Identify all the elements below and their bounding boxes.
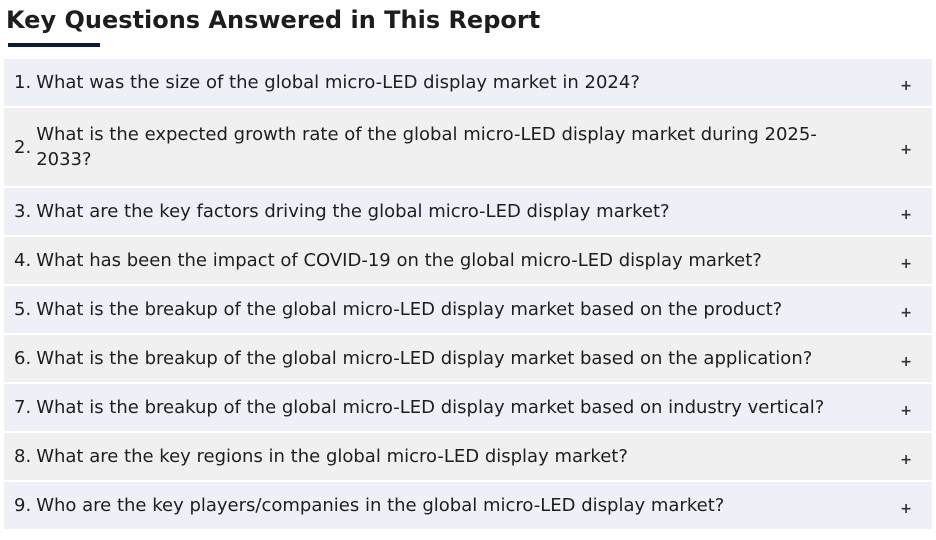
plus-icon[interactable]: + xyxy=(900,451,912,468)
faq-question: Who are the key players/companies in the… xyxy=(36,495,725,516)
faq-list: 1. What was the size of the global micro… xyxy=(4,59,932,531)
faq-question: What is the breakup of the global micro-… xyxy=(36,299,783,320)
faq-question: What is the breakup of the global micro-… xyxy=(36,348,813,369)
faq-number: 8. xyxy=(14,446,32,467)
faq-question: What has been the impact of COVID-19 on … xyxy=(36,250,762,271)
section-title: Key Questions Answered in This Report xyxy=(6,6,541,34)
plus-icon[interactable]: + xyxy=(900,353,912,370)
faq-question: What is the breakup of the global micro-… xyxy=(36,397,825,418)
faq-item-4[interactable]: 4. What has been the impact of COVID-19 … xyxy=(4,237,932,286)
faq-item-6[interactable]: 6. What is the breakup of the global mic… xyxy=(4,335,932,384)
faq-number: 5. xyxy=(14,299,32,320)
plus-icon[interactable]: + xyxy=(900,255,912,272)
faq-question: What was the size of the global micro-LE… xyxy=(36,72,640,93)
title-underline xyxy=(8,43,100,47)
plus-icon[interactable]: + xyxy=(900,402,912,419)
faq-number: 4. xyxy=(14,250,32,271)
plus-icon[interactable]: + xyxy=(900,142,912,158)
faq-item-9[interactable]: 9. Who are the key players/companies in … xyxy=(4,482,932,531)
faq-number: 2. xyxy=(14,136,32,158)
plus-icon[interactable]: + xyxy=(900,304,912,321)
faq-number: 7. xyxy=(14,397,32,418)
faq-number: 1. xyxy=(14,72,32,93)
faq-number: 6. xyxy=(14,348,32,369)
faq-item-5[interactable]: 5. What is the breakup of the global mic… xyxy=(4,286,932,335)
faq-item-7[interactable]: 7. What is the breakup of the global mic… xyxy=(4,384,932,433)
plus-icon[interactable]: + xyxy=(900,500,912,517)
faq-item-8[interactable]: 8. What are the key regions in the globa… xyxy=(4,433,932,482)
plus-icon[interactable]: + xyxy=(900,206,912,223)
faq-item-2[interactable]: 2. What is the expected growth rate of t… xyxy=(4,108,932,188)
plus-icon[interactable]: + xyxy=(900,77,912,94)
faq-number: 3. xyxy=(14,201,32,222)
faq-question: What are the key regions in the global m… xyxy=(36,446,628,467)
faq-question: What is the expected growth rate of the … xyxy=(36,124,817,170)
faq-question: What are the key factors driving the glo… xyxy=(36,201,670,222)
faq-item-1[interactable]: 1. What was the size of the global micro… xyxy=(4,59,932,108)
faq-number: 9. xyxy=(14,495,32,516)
section-header: Key Questions Answered in This Report xyxy=(4,0,924,50)
faq-item-3[interactable]: 3. What are the key factors driving the … xyxy=(4,188,932,237)
